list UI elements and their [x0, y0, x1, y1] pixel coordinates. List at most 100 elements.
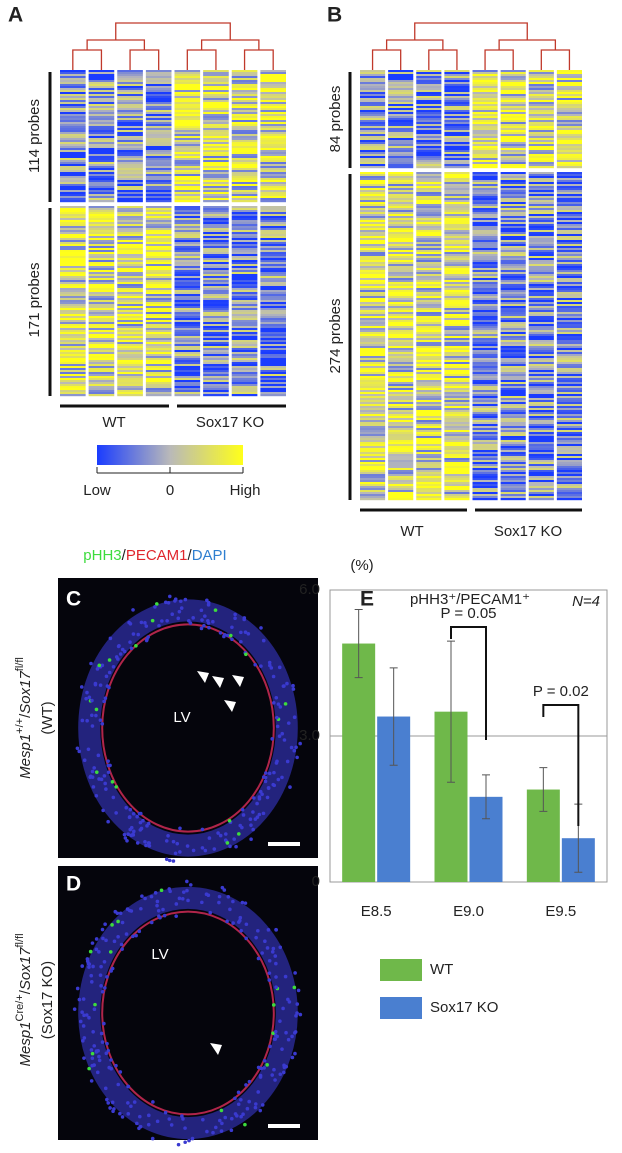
heat-row [416, 386, 441, 388]
heat-row [444, 324, 469, 326]
heat-row [117, 238, 143, 240]
heat-row [473, 278, 498, 280]
heat-row [232, 388, 258, 390]
heat-row [175, 116, 201, 118]
heat-row [117, 312, 143, 314]
heat-row [175, 234, 201, 236]
nucleus [103, 922, 107, 926]
heat-row [388, 154, 413, 156]
heat-row [89, 314, 115, 316]
heat-row [260, 130, 286, 132]
heat-row [232, 284, 258, 286]
heat-row [529, 184, 554, 186]
heat-row [529, 128, 554, 130]
heat-row [175, 146, 201, 148]
heat-row [501, 78, 526, 80]
heat-row [360, 242, 385, 244]
heat-row [260, 374, 286, 376]
heat-row [60, 78, 86, 80]
heat-row [388, 152, 413, 154]
heat-row [557, 326, 582, 328]
nucleus [257, 1066, 261, 1070]
heat-row [416, 274, 441, 276]
heat-row [557, 130, 582, 132]
heat-row [473, 190, 498, 192]
heat-row [529, 268, 554, 270]
heat-row [89, 108, 115, 110]
nucleus [258, 797, 262, 801]
heat-row [416, 266, 441, 268]
heat-row [444, 298, 469, 300]
heat-row [117, 336, 143, 338]
heat-row [146, 380, 172, 382]
heat-row [360, 226, 385, 228]
heat-row [260, 86, 286, 88]
heat-row [444, 332, 469, 334]
heat-row [175, 298, 201, 300]
heat-row [416, 272, 441, 274]
heat-row [60, 106, 86, 108]
nucleus [94, 714, 98, 718]
nucleus [92, 1063, 96, 1067]
heat-row [360, 84, 385, 86]
heat-row [473, 432, 498, 434]
heat-row [557, 262, 582, 264]
heat-row [146, 172, 172, 174]
heat-row [175, 198, 201, 200]
heat-row [557, 188, 582, 190]
heat-row [444, 286, 469, 288]
heat-row [501, 330, 526, 332]
heat-row [529, 370, 554, 372]
heat-row [473, 256, 498, 258]
heat-row [60, 236, 86, 238]
heat-row [146, 392, 172, 394]
heat-row [444, 222, 469, 224]
heat-row [175, 302, 201, 304]
heat-row [388, 144, 413, 146]
heat-row [232, 242, 258, 244]
nucleus [220, 1129, 224, 1133]
nucleus [228, 819, 232, 823]
heat-row [416, 152, 441, 154]
heat-row [501, 148, 526, 150]
heat-row [501, 344, 526, 346]
heat-row [232, 178, 258, 180]
heat-row [60, 222, 86, 224]
heat-row [89, 330, 115, 332]
heat-row [232, 124, 258, 126]
heat-row [416, 350, 441, 352]
heat-row [89, 248, 115, 250]
heat-row [416, 312, 441, 314]
nucleus [231, 900, 235, 904]
heat-row [89, 298, 115, 300]
heat-row [388, 310, 413, 312]
heat-row [146, 328, 172, 330]
heat-row [117, 232, 143, 234]
heat-row [388, 442, 413, 444]
heat-row [416, 244, 441, 246]
nucleus [91, 770, 95, 774]
nucleus [119, 652, 123, 656]
heat-row [146, 76, 172, 78]
heat-row [60, 244, 86, 246]
heat-row [416, 422, 441, 424]
heat-row [89, 182, 115, 184]
heat-row [388, 280, 413, 282]
heat-row [529, 384, 554, 386]
heat-row [501, 198, 526, 200]
heat-row [89, 242, 115, 244]
heat-row [89, 370, 115, 372]
heat-row [473, 182, 498, 184]
heat-row [89, 360, 115, 362]
heat-row [232, 104, 258, 106]
heat-row [416, 290, 441, 292]
heat-row [529, 116, 554, 118]
heat-row [89, 220, 115, 222]
heat-row [501, 228, 526, 230]
nucleus [160, 888, 164, 892]
heat-row [60, 114, 86, 116]
heat-row [117, 290, 143, 292]
heat-row [89, 196, 115, 198]
heat-row [444, 192, 469, 194]
heat-row [117, 342, 143, 344]
